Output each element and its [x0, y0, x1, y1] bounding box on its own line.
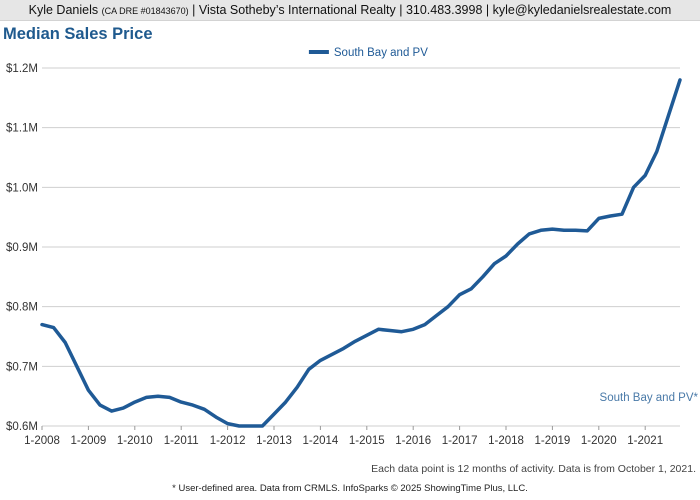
x-tick-label: 1-2015 [349, 435, 385, 447]
y-tick-label: $1.1M [6, 123, 38, 135]
series-line-south-bay-and-pv [40, 78, 682, 428]
x-tick-label: 1-2014 [302, 435, 338, 447]
x-tick-label: 1-2021 [627, 435, 663, 447]
data-credit: * User-defined area. Data from CRMLS. In… [172, 483, 528, 494]
axes: South Bay and PV* $0.6M $0.7M $0.8M $0.9M $1… [6, 63, 698, 447]
x-tick-label: 1-2020 [581, 435, 617, 447]
x-tick-label: 1-2012 [210, 435, 246, 447]
x-tick-label: 1-2019 [534, 435, 570, 447]
x-tick-label: 1-2016 [395, 435, 431, 447]
series-end-label: South Bay and PV* [600, 392, 699, 404]
x-tick-label: 1-2009 [70, 435, 106, 447]
y-tick-label: $1.2M [6, 63, 38, 75]
legend[interactable]: South Bay and PV [308, 47, 428, 59]
x-tick-label: 1-2018 [488, 435, 524, 447]
y-tick-label: $0.9M [6, 242, 38, 254]
y-tick-label: $1.0M [6, 182, 38, 194]
data-note: Each data point is 12 months of activity… [371, 463, 696, 475]
x-tick-label: 1-2017 [442, 435, 478, 447]
agent-contact: | Vista Sotheby’s International Realty |… [192, 3, 672, 17]
x-tick-label: 1-2010 [117, 435, 153, 447]
y-tick-label: $0.6M [6, 421, 38, 433]
chart-title: Median Sales Price [3, 25, 153, 43]
agent-name: Kyle Daniels [28, 3, 99, 17]
series-layer [40, 78, 682, 428]
x-tick-label: 1-2011 [164, 435, 199, 447]
grid-lines [42, 67, 680, 427]
x-tick-label: 1-2008 [24, 435, 60, 447]
legend-label: South Bay and PV [334, 47, 428, 59]
y-tick-label: $0.7M [6, 361, 38, 373]
page-header: Kyle Daniels (CA DRE #01843670) | Vista … [0, 0, 700, 21]
x-tick-label: 1-2013 [256, 435, 292, 447]
agent-license: (CA DRE #01843670) [101, 6, 189, 16]
y-tick-label: $0.8M [6, 302, 38, 314]
